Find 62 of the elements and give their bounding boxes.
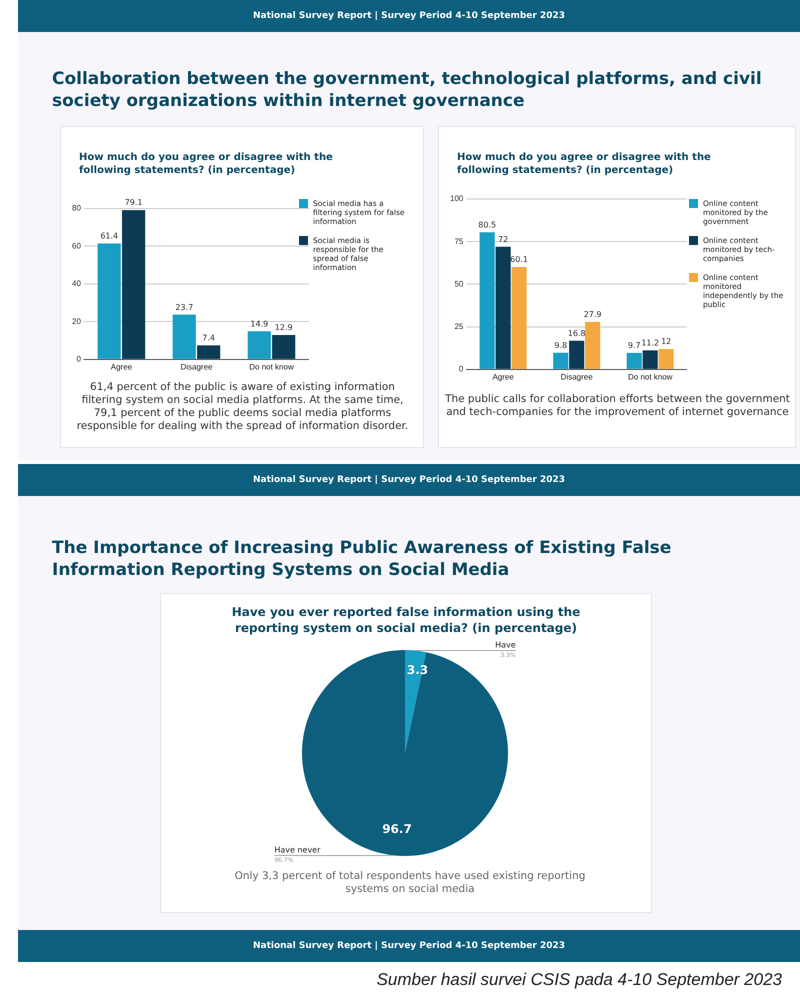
y-tick-label: 0 [458,364,464,374]
slice-label: Have never [274,846,322,855]
x-tick-label: Agree [110,362,133,372]
slice-label: Have [495,640,516,650]
data-label: 11.2 [641,338,660,348]
chart-title: How much do you agree or disagree with the following statements? (in percentage) [79,151,334,177]
data-label: 79.1 [124,198,143,208]
x-tick-label: Do not know [249,362,294,372]
bar [642,350,658,369]
text: National Survey Report | Survey Period 4-10 September 2023 [18,930,800,962]
text: 61,4 percent of the public is aware of existing information filtering system on social media platforms. At the same time, 79,1 percent of the public deems social media platforms responsible for dealing with the spread of information disorder. [76,381,410,433]
bar [272,335,296,359]
data-label: 27.9 [584,310,602,319]
bar [585,322,600,369]
x-tick-label: Do not know [628,372,673,382]
text: Sumber hasil survei CSIS pada 4-10 September 2023 [376,970,782,990]
bar [496,246,511,369]
data-label: 14.9 [250,319,268,328]
data-label: 72 [498,234,508,244]
data-label: 9.7 [628,340,641,350]
bar [626,352,642,369]
y-tick-label: 25 [454,322,464,332]
text: Collaboration between the government, technological platforms, and civil society organizations within internet governance [52,68,763,112]
y-tick-label: 80 [72,204,82,213]
x-tick-label: Disagree [180,362,214,372]
bar [197,345,220,359]
y-tick-label: 20 [72,316,82,326]
data-label: 12 [661,337,672,346]
data-label: 61.4 [100,232,118,241]
y-tick-label: 40 [72,279,82,288]
text: The Importance of Increasing Public Awareness of Existing False Information Reporting Systems on Social Media [52,537,672,581]
bar [511,266,527,369]
data-label: 23.7 [175,302,194,312]
bar [658,348,674,369]
data-label: 80.5 [478,220,496,230]
text: National Survey Report | Survey Period 4-10 September 2023 [18,464,800,496]
text: National Survey Report | Survey Period 4-10 September 2023 [18,0,800,32]
x-tick-label: Agree [492,372,514,382]
data-label: 7.4 [202,334,216,343]
y-tick-label: 60 [72,241,82,250]
bar [122,210,146,359]
chart-title: How much do you agree or disagree with the following statements? (in percentage) [457,151,712,177]
data-label: 9.8 [554,340,568,350]
x-tick-label: Disagree [560,372,594,382]
data-label: 3.3 [406,663,428,678]
data-label: 60.1 [510,255,528,264]
y-tick-label: 100 [450,194,464,204]
data-label: 16.8 [568,328,586,338]
chart-title: Have you ever reported false information using the reporting system on social media? (in percentage) [230,604,582,636]
data-label: 12.9 [274,323,293,332]
bar [553,352,568,369]
y-tick-label: 75 [454,236,464,246]
bar [172,314,196,359]
text: The public calls for collaboration efforts between the government and tech-companies for the improvement of internet governance [445,393,790,419]
bar [98,244,121,359]
y-tick-label: 50 [454,279,464,288]
data-label: 96.7 [382,822,412,836]
y-tick-label: 0 [76,354,82,364]
text: Only 3,3 percent of total respondents have used existing reporting systems on social media [234,870,586,896]
bar [248,331,271,359]
bar [480,232,495,369]
bar [569,340,584,369]
